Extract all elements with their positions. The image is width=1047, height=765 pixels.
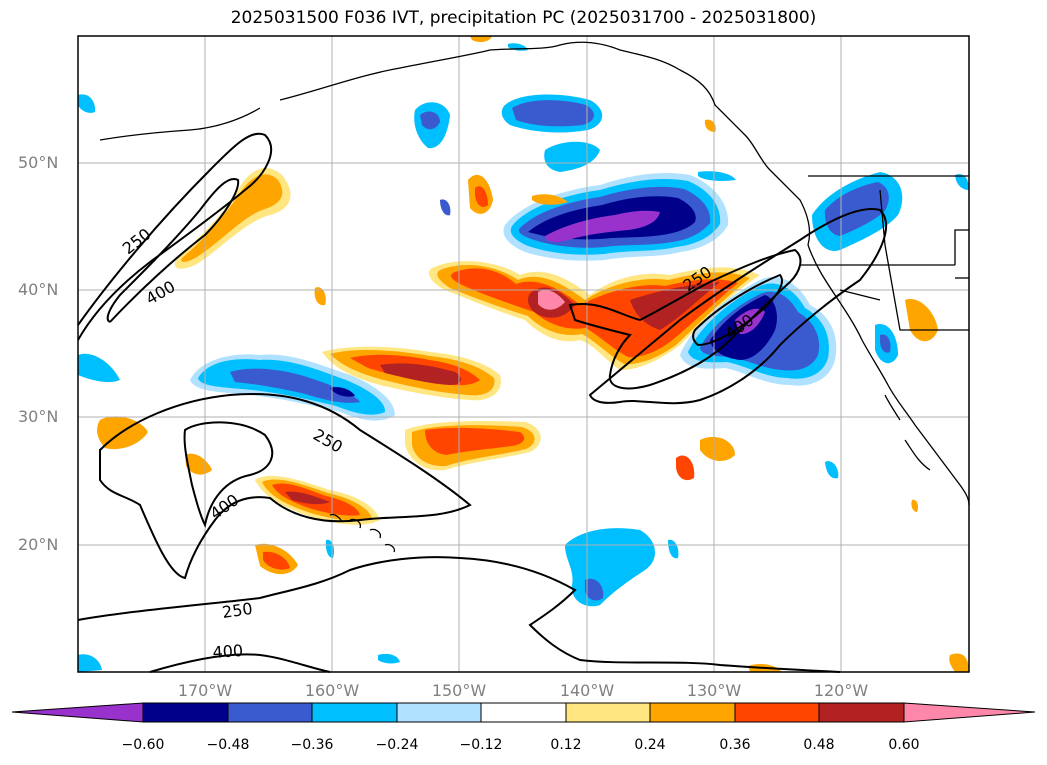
lat-label-50n: 50°N <box>18 153 59 172</box>
ivt-contours <box>77 132 888 673</box>
contour-250-east <box>588 208 888 405</box>
lon-label-160w: 160°W <box>304 681 360 700</box>
lat-label-20n: 20°N <box>18 535 59 554</box>
lat-label-40n: 40°N <box>18 280 59 299</box>
colorbar-extend-low <box>11 702 144 723</box>
colorbar-extend-high <box>903 702 1036 723</box>
colorbar-tick: −0.36 <box>290 737 334 753</box>
contour-400-se <box>149 653 331 673</box>
colorbar-tick: −0.24 <box>375 737 419 753</box>
contour-250-south <box>99 393 472 580</box>
colorbar <box>11 702 1036 723</box>
map-border <box>77 35 970 673</box>
map-title: 2025031500 F036 IVT, precipitation PC (2… <box>230 8 817 28</box>
coastlines <box>99 41 970 553</box>
lat-label-30n: 30°N <box>18 407 59 426</box>
contour-400-east <box>568 248 802 390</box>
lon-label-150w: 150°W <box>431 681 487 700</box>
colorbar-tick: 0.36 <box>719 737 751 753</box>
alaska-coast <box>279 41 811 246</box>
contour-400-south <box>183 421 274 529</box>
precipitation-fills <box>78 36 969 672</box>
lon-label-170w: 170°W <box>177 681 233 700</box>
colorbar-tick: −0.48 <box>206 737 250 753</box>
contour-250-se <box>77 556 841 673</box>
contour-label: 400 <box>212 641 244 662</box>
colorbar-tick: −0.60 <box>121 737 165 753</box>
colorbar-tick: −0.12 <box>459 737 503 753</box>
contour-label: 250 <box>221 599 254 622</box>
lon-label-130w: 130°W <box>686 681 742 700</box>
colorbar-tick: 0.60 <box>888 737 920 753</box>
colorbar-tick: 0.48 <box>803 737 835 753</box>
lon-label-140w: 140°W <box>559 681 615 700</box>
contour-600-east <box>692 273 783 347</box>
lon-label-120w: 120°W <box>813 681 869 700</box>
baja <box>884 394 931 471</box>
colorbar-tick: 0.24 <box>634 737 666 753</box>
contour-400-nw <box>106 178 240 323</box>
contour-250-nw <box>77 132 272 341</box>
colorbar-tick: 0.12 <box>550 737 582 753</box>
